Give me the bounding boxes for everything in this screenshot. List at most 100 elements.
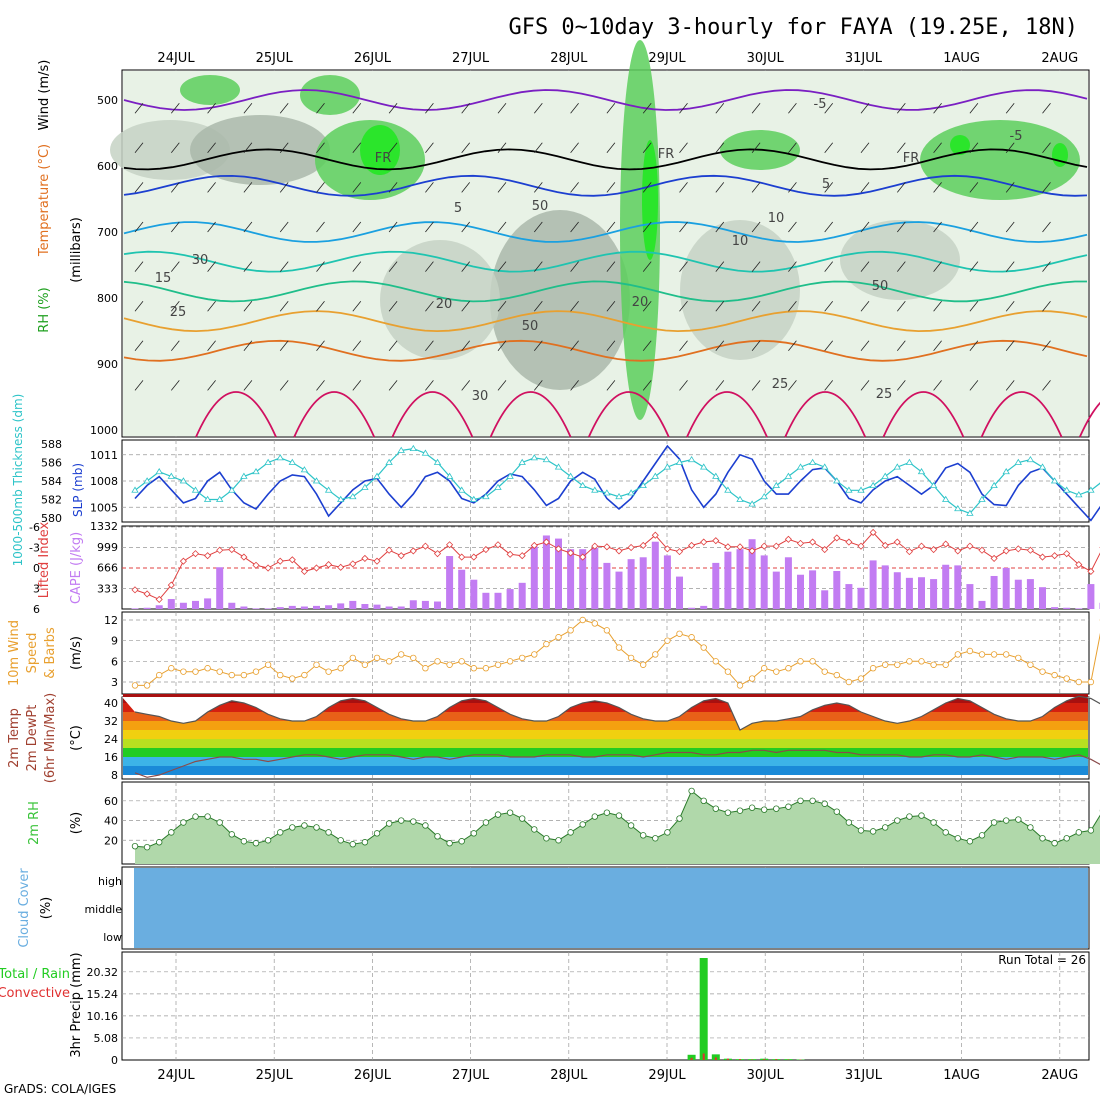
wind10-point: [192, 668, 199, 675]
contour-line: [123, 174, 1088, 197]
wind10-point: [410, 654, 417, 662]
thickness-tick: 582: [41, 494, 62, 507]
cape-tick: 1332: [90, 520, 118, 533]
rh2m-point: [930, 819, 937, 826]
wind-barb: [170, 142, 180, 154]
thickness-point: [857, 486, 865, 493]
thickness-point: [336, 495, 345, 502]
wind-barb: [679, 340, 688, 352]
thickness-point: [506, 472, 514, 479]
cape-bar: [458, 569, 466, 609]
thickness-point: [1075, 491, 1083, 498]
wind-barb: [425, 182, 434, 193]
convective-bar: [690, 1057, 693, 1060]
contour-label: 5: [822, 177, 830, 192]
hot-contour: [587, 391, 670, 438]
contour-label: 50: [522, 319, 539, 334]
wind-barb: [642, 102, 652, 114]
wind-barb: [642, 300, 652, 312]
wind-barb: [497, 142, 507, 154]
wind-barb: [461, 340, 471, 352]
wind10-panel: 12 9 6 3 10m Wind Speed & Barbs (m/s): [7, 611, 1100, 695]
wind-barb: [788, 142, 797, 154]
precip-tick: 0: [111, 1054, 118, 1067]
lifted-index-point: [482, 545, 490, 554]
lifted-index-point: [155, 595, 163, 603]
thickness-point: [615, 492, 623, 500]
thickness-point: [966, 509, 974, 516]
cape-bar: [772, 571, 780, 609]
wind-barb: [570, 102, 579, 114]
cape-bar: [434, 601, 441, 609]
cloud-unit-label: (%): [39, 897, 54, 920]
cape-bar: [639, 557, 647, 609]
wind10-point: [567, 627, 574, 634]
wind-barb: [207, 102, 216, 114]
thickness-point: [494, 483, 502, 490]
wind-barb: [279, 142, 289, 154]
wind-barb: [896, 300, 906, 312]
wind-barb: [352, 300, 362, 312]
wind-barb: [352, 380, 362, 391]
cloud-level-label: middle: [84, 903, 122, 916]
lifted-index-point: [1087, 567, 1095, 575]
contour-line: [123, 339, 1088, 362]
rh2m-point: [1015, 816, 1022, 823]
date-label-top: 27JUL: [452, 51, 490, 66]
wind-barb: [533, 221, 543, 233]
wind-barb: [642, 182, 652, 193]
wind-barb: [788, 261, 797, 272]
wind10-point: [543, 640, 550, 648]
cape-bar: [579, 549, 587, 609]
thickness-point: [578, 481, 587, 489]
wind-barb: [207, 340, 216, 352]
lifted-index-point: [530, 541, 538, 550]
convective-bar: [775, 1059, 778, 1060]
thickness-tick: 588: [41, 438, 62, 451]
thickness-point: [954, 504, 962, 512]
lifted-index-point: [385, 546, 393, 554]
cape-bar: [276, 607, 284, 609]
lifted-index-point: [724, 543, 732, 551]
date-label-bottom: 27JUL: [452, 1068, 490, 1083]
wind-barb: [824, 221, 834, 233]
wind-barb: [316, 102, 325, 114]
thickness-point: [566, 472, 575, 479]
rh2m-point: [773, 805, 780, 812]
cape-bar: [288, 605, 296, 609]
lifted-index-point: [337, 563, 345, 571]
wind10-point: [821, 668, 828, 675]
cloud-panel: high middle low Cloud Cover (%): [17, 866, 1090, 950]
cape-bar: [470, 579, 478, 609]
wind-barb: [1005, 221, 1015, 233]
wind10-tick: 9: [111, 635, 118, 648]
cape-bar: [1063, 607, 1071, 609]
lifted-index-point: [143, 590, 151, 598]
cape-bar: [179, 602, 187, 609]
thickness-point: [603, 489, 611, 496]
wind10-point: [313, 661, 320, 668]
thickness-point: [554, 463, 563, 470]
rh2m-point: [373, 830, 381, 837]
cape-bar: [821, 590, 829, 609]
thickness-point: [252, 467, 260, 475]
lifted-index-point: [191, 550, 200, 558]
lifted-index-point: [1026, 546, 1034, 554]
lifted-index-point: [845, 538, 853, 546]
li-tick: 3: [33, 583, 40, 596]
lifted-index-point: [312, 564, 321, 572]
wind10-point: [942, 661, 949, 668]
cape-bar: [300, 606, 308, 609]
wind-barb: [933, 142, 942, 154]
contour-label: 10: [732, 234, 749, 249]
contour-line: [123, 280, 1087, 303]
wind-barb: [1042, 221, 1051, 233]
date-label-bottom: 31JUL: [845, 1068, 883, 1083]
rh2m-point: [845, 819, 853, 826]
contour-line: [123, 89, 1088, 111]
thickness-point: [893, 463, 902, 470]
millibars-axis-label: (millibars): [69, 217, 84, 283]
wind-barb: [751, 380, 761, 391]
thickness-point: [820, 463, 829, 470]
cape-bar: [555, 538, 562, 609]
